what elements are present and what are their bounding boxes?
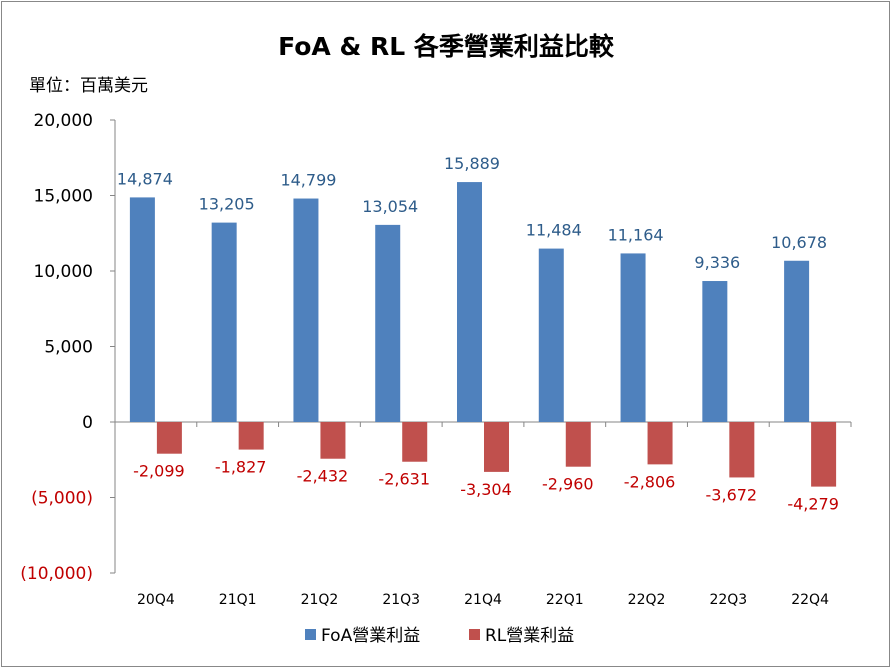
data-label-foa: 14,874 (117, 169, 173, 188)
x-tick-label: 20Q4 (137, 592, 175, 608)
x-tick-label: 22Q4 (791, 592, 829, 608)
legend-swatch (305, 629, 316, 640)
x-tick-label: 21Q1 (219, 592, 257, 608)
bar-foa (375, 224, 401, 422)
data-label-foa: 13,054 (362, 197, 418, 216)
unit-label: 單位：百萬美元 (29, 76, 148, 96)
bar-foa (702, 281, 728, 422)
data-label-rl: -3,304 (460, 480, 512, 499)
data-label-rl: -2,960 (542, 475, 594, 494)
plot-area: 20,000 15,000 10,000 5,000 0 (5,000) (10,000) 2… (20, 111, 852, 608)
bar-rl (729, 422, 755, 478)
data-label-foa: 14,799 (280, 171, 336, 190)
bar-foa (784, 260, 810, 422)
bar-rl (811, 422, 837, 487)
x-tick-label: 22Q1 (546, 592, 584, 608)
bar-rl (402, 422, 428, 462)
bar-rl (238, 422, 264, 450)
data-label-rl: -1,827 (215, 458, 267, 477)
legend: FoA營業利益 RL營業利益 (305, 626, 574, 646)
bar-rl (156, 422, 182, 454)
bar-foa (457, 182, 482, 422)
data-label-foa: 11,164 (608, 225, 664, 244)
data-label-rl: -2,631 (378, 470, 430, 489)
data-label-rl: -3,672 (706, 485, 758, 504)
legend-label: FoA營業利益 (321, 626, 420, 646)
y-tick-label: 10,000 (34, 262, 93, 282)
y-tick-label: (5,000) (31, 489, 93, 509)
data-label-foa: 13,205 (199, 195, 255, 214)
bar-foa (538, 248, 564, 422)
data-label-foa: 9,336 (694, 253, 740, 272)
y-tick-label: (10,000) (20, 564, 93, 584)
legend-label: RL營業利益 (485, 626, 574, 646)
data-label-rl: -2,099 (133, 462, 185, 481)
bar-foa (293, 198, 319, 422)
x-tick-label: 22Q2 (628, 592, 666, 608)
bar-foa (620, 253, 646, 422)
y-tick-label: 15,000 (34, 187, 93, 207)
data-label-foa: 11,484 (526, 221, 582, 240)
bar-foa (211, 222, 237, 422)
bar-rl (320, 422, 346, 459)
legend-swatch (469, 629, 480, 640)
data-label-rl: -2,806 (624, 472, 676, 491)
x-tick-label: 22Q3 (709, 592, 747, 608)
data-label-rl: -2,432 (297, 467, 349, 486)
data-label-foa: 10,678 (771, 233, 827, 252)
x-tick-label: 21Q3 (382, 592, 420, 608)
y-tick-label: 0 (82, 413, 93, 433)
bar-foa (129, 197, 155, 422)
data-label-foa: 15,889 (444, 154, 500, 173)
bar-rl (647, 422, 673, 465)
bar-rl (484, 422, 509, 472)
y-tick-label: 20,000 (34, 111, 93, 131)
bar-rl (565, 422, 591, 467)
data-label-rl: -4,279 (787, 495, 839, 514)
x-tick-label: 21Q2 (301, 592, 339, 608)
x-tick-label: 21Q4 (464, 592, 502, 608)
chart-title: FoA & RL 各季營業利益比較 (278, 32, 615, 61)
y-tick-label: 5,000 (44, 338, 93, 358)
